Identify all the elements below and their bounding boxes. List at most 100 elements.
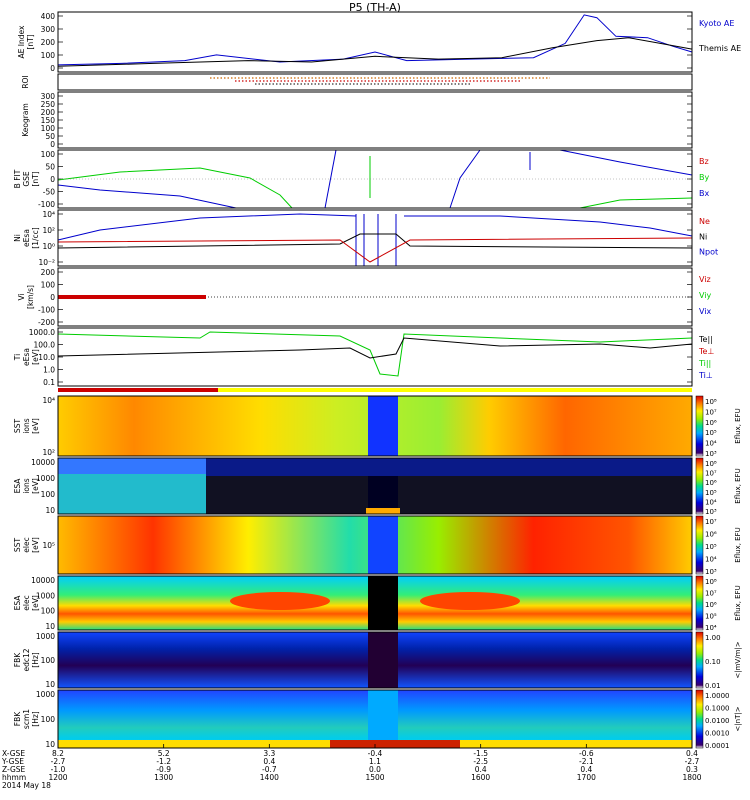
colorbar-tick-fbk_e: 0.01 [705, 682, 721, 690]
ylabel-ti: eEsa [22, 348, 31, 366]
xaxis-value: 1400 [260, 773, 279, 782]
ylabel-esa_i: ions [22, 478, 31, 493]
ytick-keogram: 100 [41, 124, 56, 133]
ytick-esa_i: 1000 [36, 474, 55, 483]
colorbar-tick-esa_i: 10³ [705, 508, 717, 516]
xaxis-value: 0.0 [369, 765, 381, 774]
colorbar-tick-esa_e: 10⁶ [705, 601, 717, 609]
legend-ae: Kyoto AE [699, 19, 734, 28]
xaxis-row-label: Y-GSE [1, 757, 24, 766]
colorbar-sst_e [695, 515, 704, 575]
ylabel-fbk_e: [Hz] [31, 652, 40, 668]
xaxis-value: 0.4 [475, 765, 487, 774]
frame-esa_i [57, 457, 693, 515]
ytick-bfit: -50 [43, 188, 55, 197]
xaxis-value: -0.6 [579, 749, 594, 758]
legend-ae: Themis AE [698, 44, 741, 53]
esa-ion-upper [206, 458, 692, 476]
ytick-esa_i: 10000 [31, 458, 55, 467]
fbk-b-band-hot [330, 740, 460, 748]
ylabel-sst_e: [eV] [31, 537, 40, 553]
spectrogram-gap [368, 576, 398, 630]
colorbar-tick-esa_e: 10⁴ [705, 624, 717, 632]
esa-e-hot-2 [420, 592, 520, 610]
colorbar-tick-esa_e: 10⁸ [705, 578, 717, 586]
xaxis-value: 1700 [577, 773, 596, 782]
xaxis-value: -0.4 [368, 749, 383, 758]
xaxis-value: 8.2 [52, 749, 64, 758]
ylabel-keogram: Keogram [21, 103, 30, 137]
ni-line [57, 233, 693, 249]
by-line-2 [579, 197, 693, 209]
colorbar-tick-esa_e: 10⁷ [705, 590, 717, 598]
frame-ni [57, 209, 693, 267]
ytick-ni: 10⁻² [38, 258, 55, 267]
colorbar-tick-fbk_b: 1.0000 [705, 692, 730, 700]
npot-line [57, 213, 357, 241]
colorbar-tick-fbk_b: 0.1000 [705, 705, 730, 713]
npot-line-2 [404, 215, 693, 237]
colorbar-tick-sst_i: 10⁵ [705, 429, 717, 437]
xaxis-value: -1.2 [156, 757, 171, 766]
ytick-bfit: -100 [38, 200, 55, 209]
ytick-ti: 1000.0 [29, 328, 55, 337]
legend-vi: Viy [699, 291, 712, 300]
orbit-bar-red [58, 388, 218, 392]
frame-fbk_e [57, 631, 693, 689]
frame-bfit [57, 149, 693, 209]
ylabel-sst_e: elec [22, 537, 31, 552]
xaxis-value: -2.5 [473, 757, 488, 766]
colorbar-tick-fbk_b: 0.0100 [705, 717, 730, 725]
xaxis-value: 0.4 [263, 757, 275, 766]
ytick-keogram: 250 [41, 100, 56, 109]
ytick-vi: -200 [38, 318, 55, 327]
xaxis-value: 1600 [471, 773, 490, 782]
esa-ion-low-energy [366, 508, 400, 514]
ytick-vi: -100 [38, 306, 55, 315]
colorbar-tick-sst_i: 10³ [705, 450, 717, 458]
ylabel-esa_e: ESA [13, 595, 22, 611]
ytick-ae: 0 [50, 64, 55, 73]
colorbar-label-sst_e: Eflux, EFU [734, 527, 742, 562]
ytick-bfit: 100 [41, 150, 56, 159]
colorbar-fbk_b [695, 689, 704, 749]
xaxis-value: -2.7 [51, 757, 66, 766]
ylabel-ti: Ti [13, 354, 22, 361]
legend-bfit: By [699, 173, 709, 182]
ytick-ae: 300 [41, 25, 56, 34]
plot-title: P5 (TH-A) [349, 1, 401, 14]
esa-ion-early-top [58, 458, 206, 474]
frame-roi [57, 73, 693, 91]
colorbar-fbk_e [695, 631, 704, 689]
ytick-esa_e: 10 [45, 622, 55, 631]
colorbar-tick-fbk_b: 0.0010 [705, 730, 730, 738]
ylabel-bfit: [nT] [31, 171, 40, 186]
xaxis-value: 0.4 [686, 749, 698, 758]
ylabel-ni: eEsa [22, 229, 31, 247]
colorbar-sst_i [695, 395, 704, 457]
panel-vi: Vi [km/s] 200 100 0 -100 -200 Viz Viy Vix [17, 268, 712, 327]
ylabel-ni: [1/cc] [31, 227, 40, 248]
xaxis-value: 1200 [48, 773, 67, 782]
xaxis-value: 1800 [682, 773, 701, 782]
ytick-sst_e: 10⁵ [42, 541, 55, 550]
colorbar-esa_i [695, 457, 704, 515]
colorbar-tick-esa_i: 10⁷ [705, 470, 717, 478]
panel-roi: ROI [21, 75, 30, 88]
xaxis-row-label: Z-GSE [2, 765, 26, 774]
ylabel-ni: Ni [13, 234, 22, 242]
ytick-ni: 10⁰ [42, 242, 55, 251]
legend-ti: Te⊥ [698, 347, 714, 356]
xaxis-value: 1300 [154, 773, 173, 782]
colorbar-label-fbk_e: <|mV/m|> [734, 641, 742, 678]
bx-line-3 [449, 149, 481, 209]
colorbar-tick-sst_i: 10⁴ [705, 440, 717, 448]
legend-ni: Npot [699, 248, 718, 257]
colorbar-tick-esa_i: 10⁵ [705, 489, 717, 497]
frame-keogram [57, 91, 693, 149]
ytick-ae: 400 [41, 12, 56, 21]
colorbar-esa_e [695, 575, 704, 631]
